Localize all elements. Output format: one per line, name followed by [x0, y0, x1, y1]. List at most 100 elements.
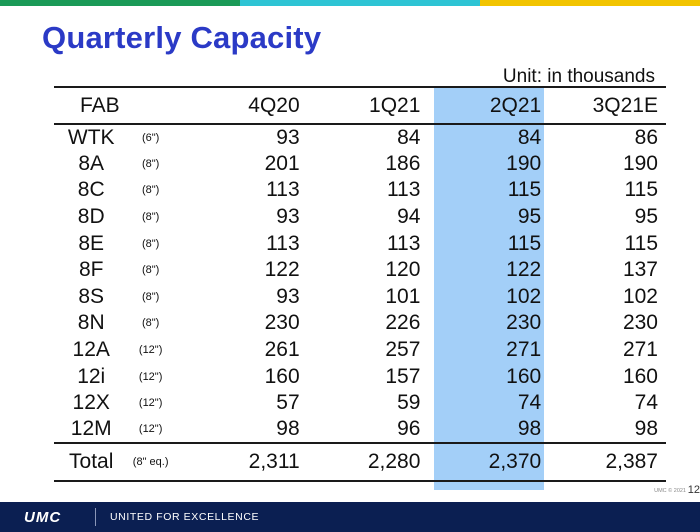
cell-q2-21: 74 — [517, 391, 542, 415]
table-row: 8A (8") 201 186 190 190 — [54, 151, 666, 178]
accent-segment-green — [0, 0, 240, 6]
cell-fab: 12A — [72, 338, 110, 362]
cell-q3-21e: 271 — [622, 338, 658, 362]
cell-q3-21e: 190 — [622, 151, 658, 175]
cell-q2-21: 160 — [506, 364, 542, 388]
table-row: 8D (8") 93 94 95 95 — [54, 204, 666, 231]
footer-bar: UMC UNITED FOR EXCELLENCE — [0, 502, 700, 532]
cell-size: (8") — [141, 317, 160, 330]
cell-q3-21e: 74 — [634, 391, 658, 415]
cell-size: (8") — [141, 211, 160, 224]
cell-size: (8") — [141, 264, 160, 277]
cell-q3-21e: 137 — [622, 258, 658, 282]
page-title: Quarterly Capacity — [42, 20, 322, 55]
cell-q1-21: 186 — [385, 151, 421, 175]
cell-q2-21: 95 — [517, 205, 542, 229]
cell-q4-20: 122 — [264, 258, 300, 282]
cell-fab: 8D — [77, 205, 105, 229]
cell-q3-21e: 230 — [622, 311, 658, 335]
cell-q4-20: 98 — [276, 417, 300, 441]
cell-q3-21e: 102 — [622, 284, 658, 308]
cell-q4-20: 160 — [264, 364, 300, 388]
header-size — [124, 86, 185, 125]
accent-segment-yellow — [480, 0, 700, 6]
capacity-table-container: FAB 4Q20 1Q21 2Q21 3Q21E WTK (6") 93 84 84 86… — [54, 86, 666, 490]
accent-segment-cyan — [240, 0, 480, 6]
cell-q4-20: 113 — [266, 231, 300, 255]
umc-logo: UMC — [24, 509, 62, 526]
cell-q2-21: 230 — [506, 311, 542, 335]
cell-q1-21: 226 — [385, 311, 421, 335]
cell-q3-21e: 86 — [634, 125, 658, 149]
header-4q20: 4Q20 — [184, 86, 308, 125]
cell-q1-21: 257 — [385, 338, 421, 362]
unit-label: Unit: in thousands — [502, 66, 655, 87]
cell-size: (6") — [141, 131, 160, 144]
table-row: 8S (8") 93 101 102 102 — [54, 284, 666, 311]
header-fab: FAB — [54, 86, 125, 125]
cell-q3-21e: 98 — [634, 417, 658, 441]
top-accent-bar — [0, 0, 700, 6]
cell-q2-21: 84 — [517, 125, 542, 149]
cell-q2-21: 98 — [517, 417, 542, 441]
cell-q1-21: 59 — [397, 391, 421, 415]
cell-q4-20: 93 — [276, 125, 300, 149]
cell-fab: 12i — [77, 364, 106, 388]
table-row: 12X (12") 57 59 74 74 — [54, 390, 666, 417]
cell-size: (8") — [141, 237, 160, 250]
cell-size: (8") — [141, 184, 160, 197]
cell-fab: 12M — [70, 417, 112, 441]
cell-fab: 8A — [78, 151, 105, 175]
total-label: Total — [54, 442, 125, 483]
cell-size: (12") — [138, 370, 163, 383]
cell-q3-21e: 95 — [634, 205, 658, 229]
table-row: 8C (8") 113 113 115 115 — [54, 177, 666, 204]
cell-size: (12") — [138, 423, 163, 436]
cell-q3-21e: 115 — [624, 231, 658, 255]
cell-q1-21: 120 — [385, 258, 421, 282]
footer-divider — [95, 508, 96, 526]
cell-fab: 8C — [77, 178, 105, 202]
cell-q1-21: 96 — [397, 417, 421, 441]
cell-fab: 8N — [77, 311, 105, 335]
table-row: 12i (12") 160 157 160 160 — [54, 363, 666, 390]
cell-q2-21: 190 — [506, 151, 542, 175]
header-3q21e: 3Q21E — [549, 86, 666, 125]
header-1q21: 1Q21 — [307, 86, 429, 125]
cell-fab: WTK — [67, 125, 115, 149]
table-row: 8E (8") 113 113 115 115 — [54, 230, 666, 257]
highlighted-column-2q21 — [434, 86, 544, 490]
cell-q4-20: 93 — [276, 284, 300, 308]
cell-q4-20: 261 — [264, 338, 300, 362]
cell-q3-21e: 115 — [624, 178, 658, 202]
cell-q4-20: 113 — [266, 178, 300, 202]
cell-q2-21: 102 — [506, 284, 542, 308]
cell-fab: 8E — [78, 231, 105, 255]
cell-q2-21: 115 — [507, 231, 542, 255]
table-total-row: Total (8" eq.) 2,311 2,280 2,370 2,387 — [54, 442, 666, 483]
cell-size: (8") — [141, 157, 160, 170]
table-row: WTK (6") 93 84 84 86 — [54, 124, 666, 151]
page-number: 12 — [687, 484, 700, 496]
table-row: 8F (8") 122 120 122 137 — [54, 257, 666, 284]
total-1q21: 2,280 — [307, 442, 429, 483]
cell-q4-20: 201 — [264, 151, 300, 175]
cell-size: (12") — [138, 344, 163, 357]
capacity-table: FAB 4Q20 1Q21 2Q21 3Q21E WTK (6") 93 84 84 86… — [54, 86, 666, 483]
footer-tagline: UNITED FOR EXCELLENCE — [110, 511, 260, 523]
total-4q20: 2,311 — [184, 442, 308, 483]
cell-fab: 12X — [72, 391, 110, 415]
table-row: 12A (12") 261 257 271 271 — [54, 337, 666, 364]
cell-size: (8") — [141, 290, 160, 303]
cell-q4-20: 230 — [264, 311, 300, 335]
total-size: (8" eq.) — [124, 442, 185, 483]
cell-q4-20: 93 — [276, 205, 300, 229]
cell-q1-21: 101 — [385, 284, 421, 308]
cell-q4-20: 57 — [276, 391, 300, 415]
cell-size: (12") — [138, 397, 163, 410]
cell-q2-21: 122 — [506, 258, 542, 282]
table-row: 8N (8") 230 226 230 230 — [54, 310, 666, 337]
copyright-text: UMC © 2021 — [654, 488, 686, 494]
total-3q21e: 2,387 — [549, 442, 666, 483]
cell-q1-21: 94 — [397, 205, 421, 229]
